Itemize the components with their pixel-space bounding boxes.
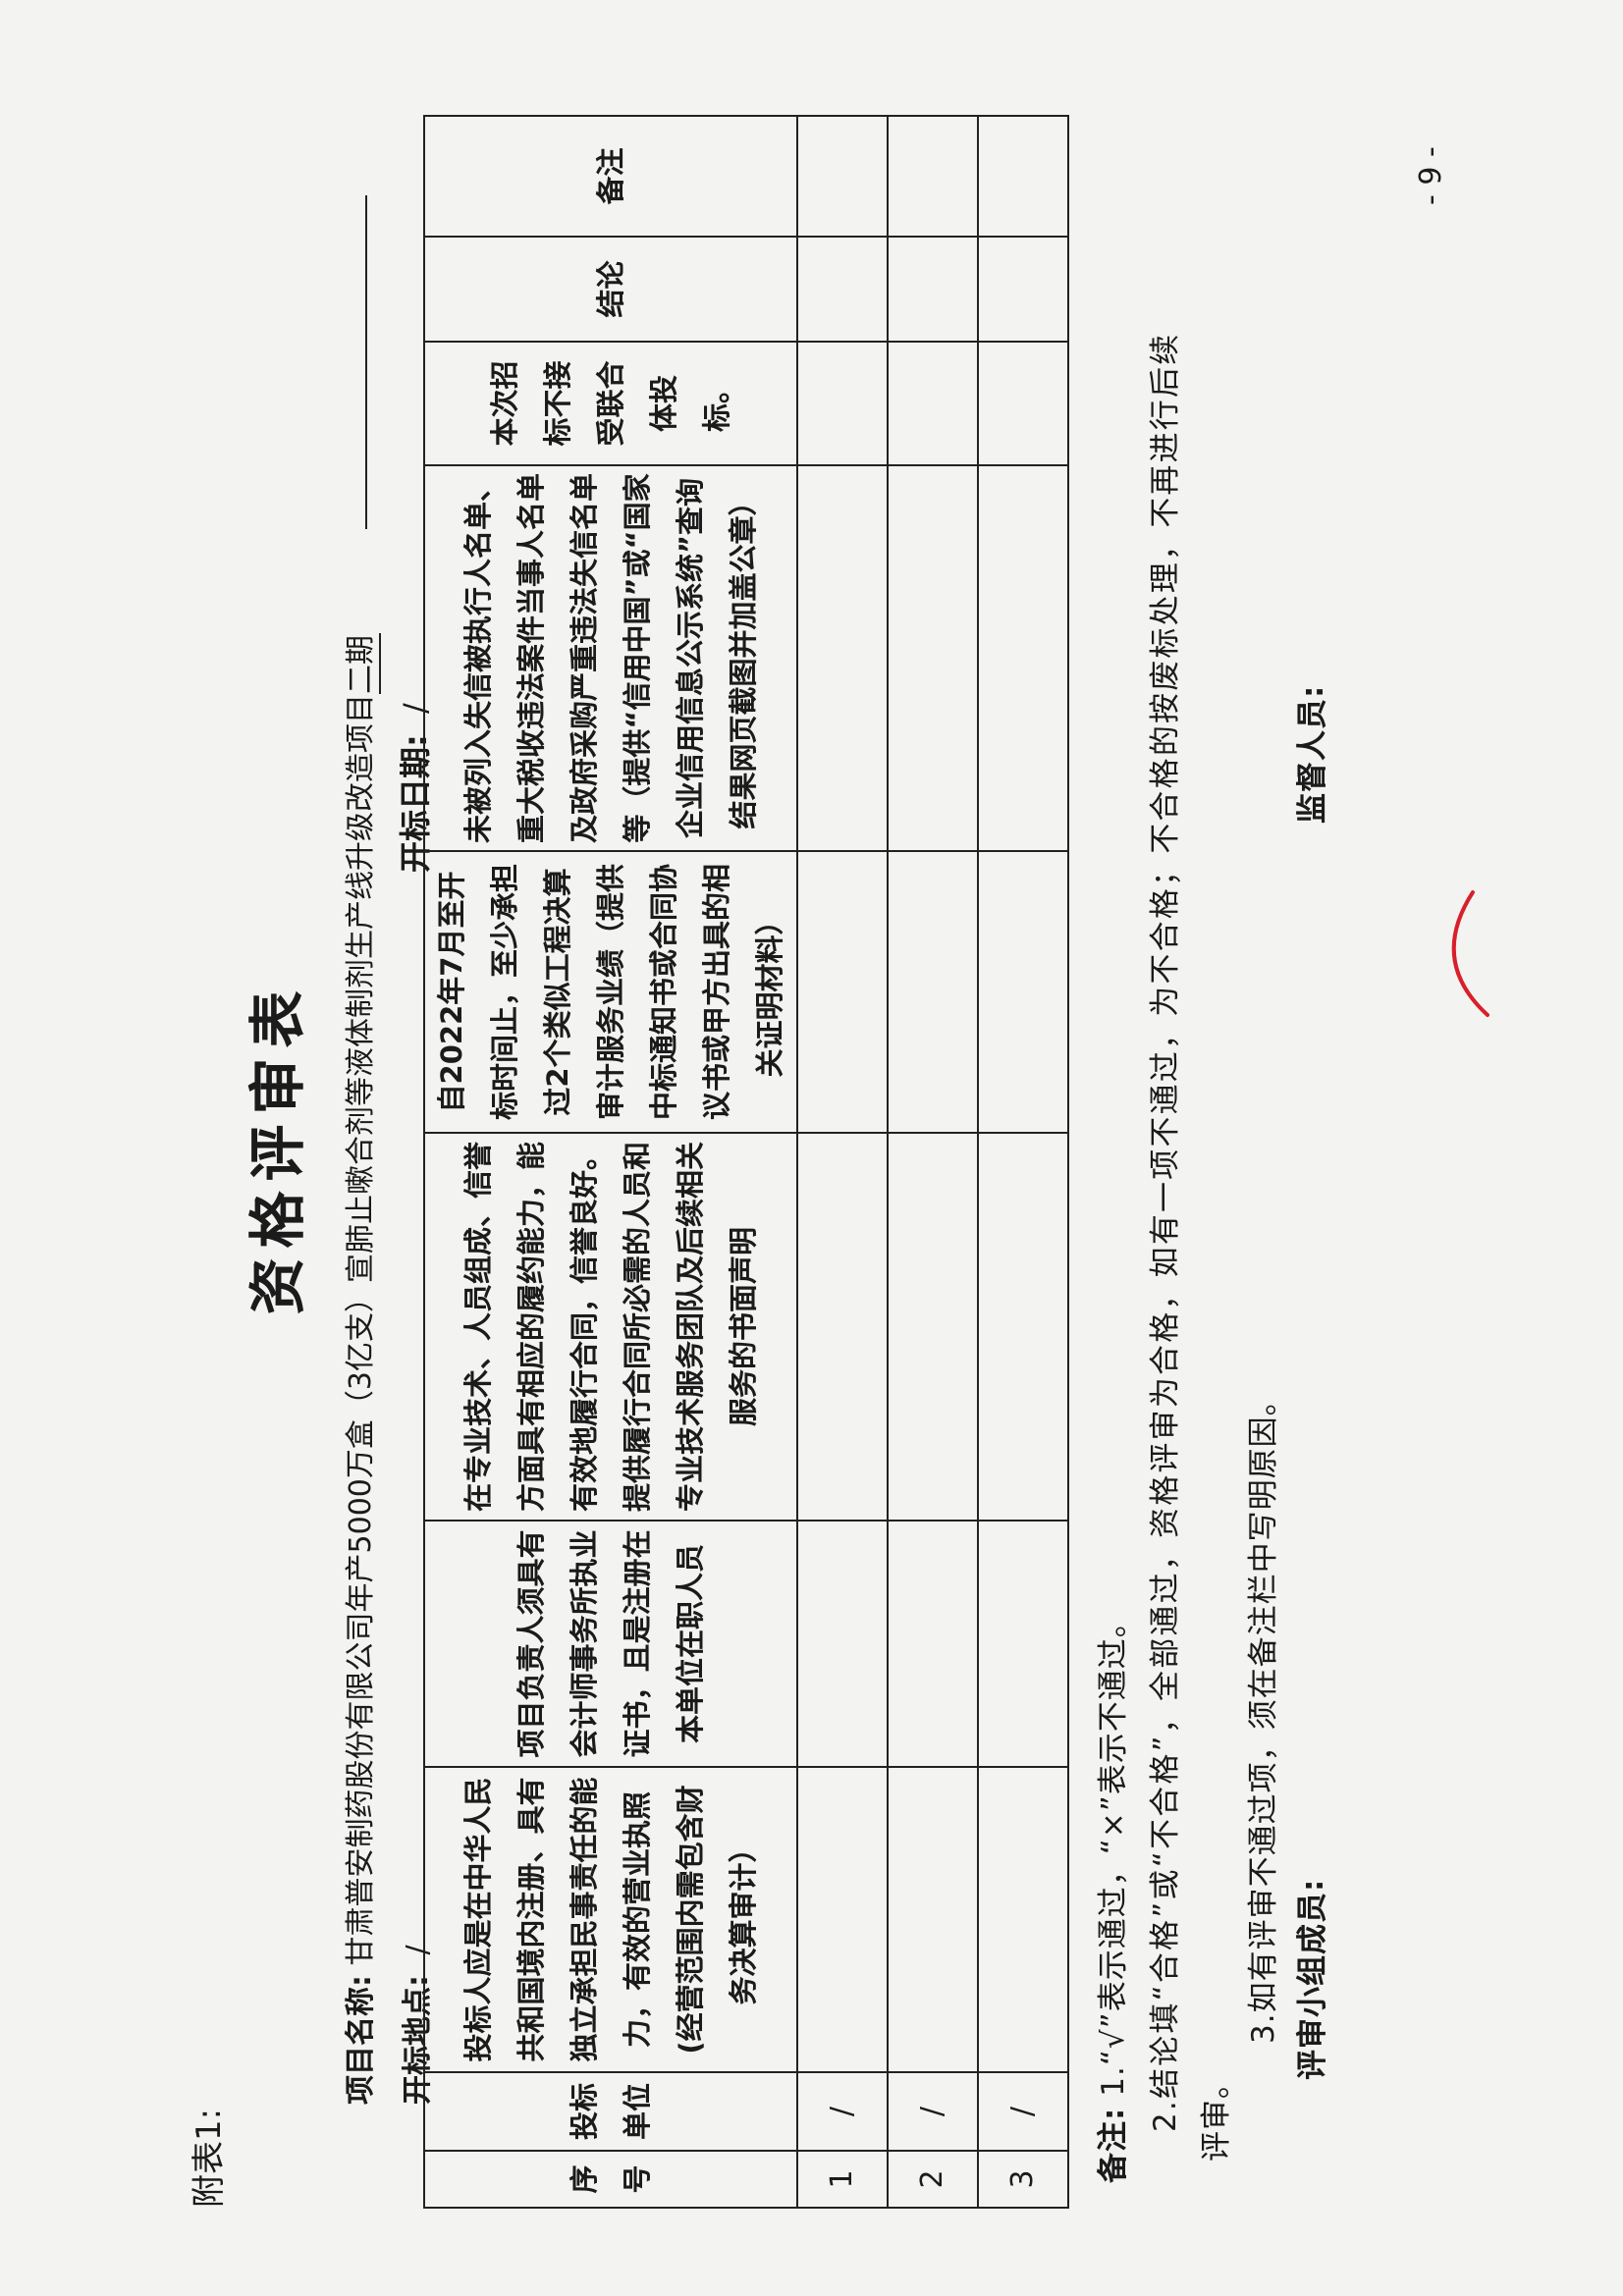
note-1-text: 1.“√”表示通过，“×”表示不通过。 — [1096, 1606, 1131, 2097]
row-no: 3 — [978, 2151, 1068, 2208]
table-row: 1 / — [797, 116, 888, 2208]
project-name-value: 甘肃普安制药股份有限公司年产5000万盒（3亿支）宣肺止嗽合剂等液体制剂生产线升… — [344, 694, 378, 1966]
project-name-line: 项目名称: 甘肃普安制药股份有限公司年产5000万盒（3亿支）宣肺止嗽合剂等液体… — [336, 633, 381, 2105]
project-name-label: 项目名称: — [344, 1975, 378, 2105]
table-row: 3 / — [978, 116, 1068, 2208]
note-line-1: 备注: 1.“√”表示通过，“×”表示不通过。 — [1088, 1606, 1132, 2183]
red-ink-mark — [1451, 890, 1489, 1017]
project-underline — [365, 195, 367, 529]
cell — [797, 342, 888, 465]
cell — [888, 1767, 978, 2072]
cell — [978, 237, 1068, 342]
notes-label: 备注: — [1096, 2107, 1131, 2183]
cell — [797, 237, 888, 342]
review-panel-signature: 评审小组成员: — [1295, 1878, 1330, 2080]
cell — [888, 237, 978, 342]
cell — [978, 116, 1068, 237]
cell — [797, 1521, 888, 1767]
row-bidder: / — [797, 2072, 888, 2151]
header-seq: 序号 — [424, 2151, 797, 2208]
cell — [888, 116, 978, 237]
appendix-label: 附表1: — [189, 2108, 229, 2208]
header-credit: 未被列入失信被执行人名单、重大税收违法案件当事人名单及政府采购严重违法失信名单等… — [424, 465, 797, 851]
cell — [978, 465, 1068, 851]
row-bidder: / — [888, 2072, 978, 2151]
cell — [978, 342, 1068, 465]
cell — [978, 1767, 1068, 2072]
supervisor-signature: 监督人员: — [1295, 684, 1330, 824]
note-line-3: 3.如有评审不通过项，须在备注栏中写明原因。 — [1246, 1384, 1281, 2044]
row-bidder: / — [978, 2072, 1068, 2151]
cell — [888, 851, 978, 1133]
cell — [797, 1767, 888, 2072]
cell — [797, 851, 888, 1133]
cell — [888, 1133, 978, 1521]
row-no: 2 — [888, 2151, 978, 2208]
cell — [797, 116, 888, 237]
header-conclusion: 结论 — [424, 237, 797, 342]
table-row: 2 / — [888, 116, 978, 2208]
note-line-2: 2.结论填“合格”或“不合格”，全部通过，资格评审为合格，如有一项不通过，为不合… — [1148, 332, 1183, 2132]
row-no: 1 — [797, 2151, 888, 2208]
cell — [888, 465, 978, 851]
header-project-lead: 项目负责人须具有会计师事务所执业证书，且是注册在本单位在职人员 — [424, 1521, 797, 1767]
header-performance: 自2022年7月至开标时间止，至少承担过2个类似工程决算审计服务业绩（提供中标通… — [424, 851, 797, 1133]
cell — [978, 1521, 1068, 1767]
red-arc-mark — [1451, 890, 1489, 1017]
header-registration: 投标人应是在中华人民共和国境内注册、具有独立承担民事责任的能力，有效的营业执照(… — [424, 1767, 797, 2072]
header-capability: 在专业技术、人员组成、信誉方面具有相应的履约能力，能有效地履行合同，信誉良好。提… — [424, 1133, 797, 1521]
page-number: - 9 - — [1414, 146, 1448, 205]
project-name-tail: 二期 — [336, 633, 381, 695]
qualification-review-table: 序号 投标单位 投标人应是在中华人民共和国境内注册、具有独立承担民事责任的能力，… — [423, 115, 1069, 2209]
header-bidder: 投标单位 — [424, 2072, 797, 2151]
cell — [888, 342, 978, 465]
cell — [797, 465, 888, 851]
header-remarks: 备注 — [424, 116, 797, 237]
note-line-2-continued: 评审。 — [1199, 2067, 1234, 2162]
table-header-row: 序号 投标单位 投标人应是在中华人民共和国境内注册、具有独立承担民事责任的能力，… — [424, 116, 797, 2208]
cell — [978, 1133, 1068, 1521]
cell — [797, 1133, 888, 1521]
header-consortium: 本次招标不接受联合体投标。 — [424, 342, 797, 465]
cell — [888, 1521, 978, 1767]
page-title: 资格评审表 — [244, 981, 311, 1315]
cell — [978, 851, 1068, 1133]
